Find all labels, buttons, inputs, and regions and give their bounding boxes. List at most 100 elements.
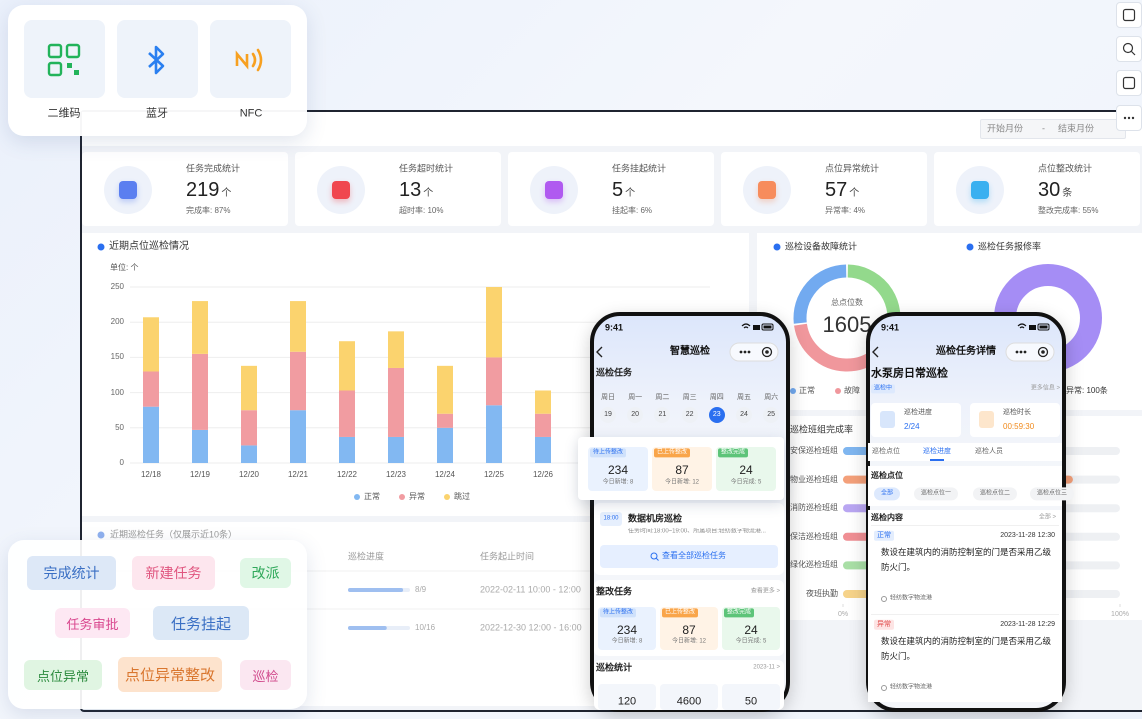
tool-glyph	[1122, 76, 1136, 90]
progress-label: 10/16	[415, 623, 436, 633]
nfc-icon	[235, 48, 263, 72]
bar-segment	[388, 367, 404, 437]
repair-note: 点位异常: 100条	[1050, 386, 1108, 396]
record-place: 轻纺数字物流港	[890, 595, 933, 602]
stat-rate: 整改完成率: 55%	[1038, 206, 1099, 216]
y-tick-label: 0	[119, 458, 124, 468]
section-title: 巡检内容	[871, 513, 903, 523]
tile-sub: 今日新增: 8	[611, 638, 643, 645]
more-dot	[1131, 116, 1135, 120]
points-section	[868, 466, 1062, 506]
menu-dot	[1019, 350, 1023, 354]
x-tick-label: 0%	[837, 610, 849, 618]
progress-label: 8/9	[415, 585, 427, 595]
capsule	[729, 342, 779, 362]
stat-rate: 挂起率: 6%	[612, 206, 653, 216]
legend-swatch	[444, 494, 450, 500]
task-name: 数据机房巡检	[628, 513, 683, 524]
record-divider	[871, 525, 1059, 526]
title-dot	[773, 243, 781, 251]
tile-value: 24	[744, 622, 758, 637]
filter-link: 全部 >	[1038, 514, 1056, 521]
bar-segment	[535, 413, 551, 437]
weekday: 周五	[737, 393, 751, 401]
toolbar-button	[1116, 70, 1142, 96]
close-ring	[761, 346, 773, 358]
stat-title: 点位整改统计	[1038, 163, 1093, 174]
scan-label: 二维码	[47, 107, 81, 120]
x-tick-label: 12/19	[189, 470, 211, 480]
panel-title: 巡检任务报修率	[978, 241, 1042, 252]
nfc-glyph	[235, 50, 249, 70]
bar-segment	[192, 353, 208, 430]
title-dot	[966, 243, 974, 251]
y-tick-label: 200	[110, 317, 124, 327]
close-ring	[1037, 346, 1049, 358]
date: 25	[767, 410, 776, 418]
bar-segment	[388, 436, 404, 463]
column-header: 任务起止时间	[480, 551, 535, 562]
toolbar-button	[1116, 36, 1142, 62]
record-divider	[871, 614, 1059, 615]
date-bg	[654, 407, 671, 423]
record-time: 2023-11-28 12:30	[1000, 531, 1055, 539]
tag: 点位异常整改	[118, 657, 222, 692]
date-separator: -	[1042, 123, 1045, 134]
tile-value: 24	[739, 462, 753, 477]
info-value: 2/24	[904, 422, 920, 432]
nfc-wave	[251, 48, 263, 72]
y-tick-label: 150	[110, 352, 124, 362]
battery-icon	[1037, 323, 1050, 331]
bar-label: 物业巡检班组	[790, 474, 838, 484]
status-time: 9:41	[605, 322, 624, 333]
place-icon	[881, 685, 887, 691]
y-tick-label: 50	[115, 423, 124, 432]
stat-title: 点位异常统计	[825, 163, 880, 174]
tile-value: 87	[675, 462, 689, 477]
bluetooth-icon	[148, 45, 165, 75]
scan-label: 蓝牙	[146, 107, 168, 120]
tile-sub: 今日完成: 5	[730, 479, 762, 486]
table-title: 近期巡检任务（仅展示近10条）	[110, 529, 238, 540]
stat-title: 任务完成统计	[186, 163, 241, 174]
tab-underline	[930, 459, 944, 461]
legend-label: 正常	[364, 492, 380, 502]
date-selected	[708, 407, 725, 423]
stat-title: 任务超时统计	[399, 163, 454, 174]
more-link: 更多信息 >	[1030, 385, 1060, 392]
section-title: 巡检任务	[596, 367, 633, 378]
record-status: 异常	[874, 619, 894, 631]
tool-glyph	[1122, 8, 1136, 22]
bar-segment	[241, 445, 257, 463]
y-tick-label: 100	[110, 387, 124, 397]
tile-value: 234	[607, 462, 629, 477]
battery-level	[1039, 325, 1048, 329]
legend-label: 故障	[844, 386, 860, 396]
back-icon	[596, 346, 603, 358]
toolbar-icon	[1122, 42, 1136, 56]
view-all-label: 查看全部巡检任务	[662, 551, 726, 561]
stat-icon	[332, 181, 350, 199]
tabs-bar	[868, 443, 1062, 461]
column-header: 巡检进度	[348, 551, 385, 562]
qr-dot	[67, 63, 72, 68]
date-start: 开始月份	[987, 123, 1024, 134]
stat-value-row: 219 个	[186, 179, 286, 203]
wifi-icon	[1017, 323, 1027, 329]
zoom-ring	[1122, 42, 1134, 54]
stat-value: 5	[612, 179, 624, 201]
status-tag: 巡检中	[871, 384, 896, 394]
bar-segment	[388, 331, 404, 368]
task-detail: 任务时间:18:00~19:00、所属项目:轻纺数字物流港...	[628, 528, 766, 535]
stat-unit: 个	[625, 188, 636, 199]
tile-label: 待上传整改	[600, 608, 637, 618]
tile-sub: 今日新增: 12	[671, 638, 707, 645]
battery-level	[763, 325, 772, 329]
bar-segment	[290, 351, 306, 411]
bar-segment	[143, 317, 159, 372]
chart-title: 巡检班组完成率	[790, 424, 854, 435]
tag: 改派	[240, 558, 291, 588]
bar-segment	[290, 410, 306, 463]
weekday: 周三	[682, 393, 697, 401]
date-bg	[763, 407, 780, 423]
